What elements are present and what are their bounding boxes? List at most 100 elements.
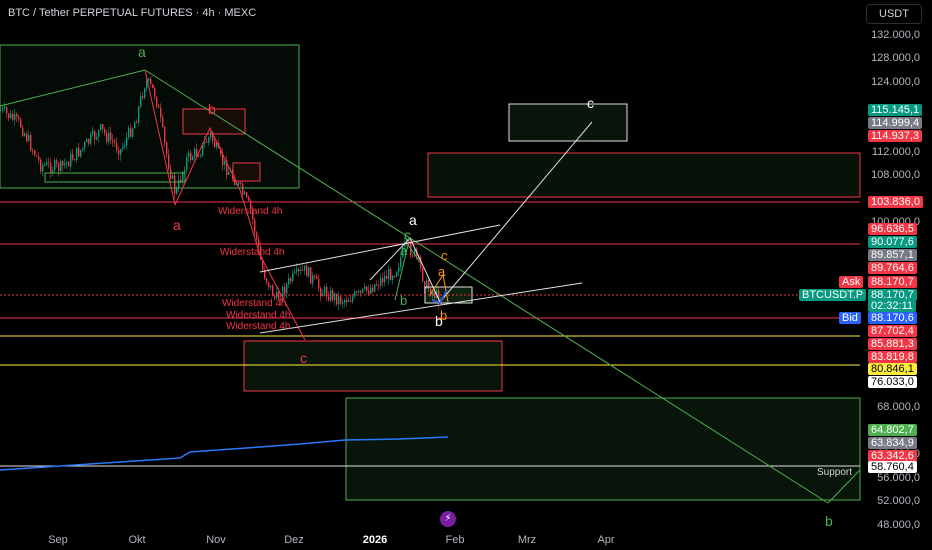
candle-body: [38, 156, 40, 160]
candle-body: [20, 119, 22, 128]
time-axis-tick: Okt: [128, 534, 145, 546]
candle-body: [4, 107, 6, 109]
candle-body: [72, 154, 74, 160]
candle-body: [312, 275, 314, 284]
candle-body: [64, 163, 66, 166]
currency-selector[interactable]: USDT: [866, 4, 922, 24]
candle-body: [82, 147, 84, 150]
candle-body: [308, 267, 310, 277]
price-axis-tick: 132.000,0: [871, 29, 920, 41]
candle-body: [122, 146, 124, 150]
price-tag-63834: 63.834,9: [868, 437, 917, 449]
candle-body: [178, 179, 180, 189]
candle-body: [202, 143, 204, 156]
candle-body: [48, 162, 50, 164]
lightning-icon[interactable]: ⚡: [440, 511, 456, 527]
candle-body: [368, 290, 370, 294]
countdown-tag: 02:32:11: [868, 300, 917, 312]
time-axis-tick: Sep: [48, 534, 68, 546]
candle-body: [318, 278, 320, 289]
price-axis-tick: 112.000,0: [872, 146, 920, 158]
candle-body: [346, 299, 348, 303]
candle-body: [396, 271, 398, 277]
time-axis-tick: Feb: [446, 534, 465, 546]
candle-body: [338, 296, 340, 305]
candle-body: [160, 107, 162, 118]
price-tag-63342: 63.342,6: [868, 450, 917, 462]
candle-body: [14, 114, 16, 120]
price-tag-85881: 85.881,3: [868, 338, 917, 350]
price-tag-last: 88.170,7: [868, 289, 917, 301]
label-wave-c-green: c: [404, 227, 411, 243]
candle-body: [304, 265, 306, 271]
candle-body: [376, 284, 378, 286]
time-axis-tick: Apr: [597, 534, 614, 546]
candle-body: [208, 137, 210, 143]
candle-body: [74, 159, 76, 161]
candle-body: [50, 162, 52, 174]
price-axis-tick: 128.000,0: [871, 52, 920, 64]
price-tag-ask: 88.170,7: [868, 276, 917, 288]
price-tag-89764: 89.764,6: [868, 262, 917, 274]
price-axis-tick: 56.000,0: [877, 472, 920, 484]
candle-body: [434, 292, 436, 298]
price-tag-103836: 103.836,0: [868, 196, 923, 208]
candle-body: [112, 139, 114, 142]
candle-body: [128, 127, 130, 138]
price-axis-tick: 108.000,0: [871, 169, 920, 181]
candle-body: [236, 184, 238, 186]
candle-body: [172, 175, 174, 179]
candle-body: [30, 135, 32, 151]
candle-body: [126, 137, 128, 146]
candle-body: [120, 149, 122, 155]
trendline-green-up: [827, 469, 861, 504]
candle-body: [250, 200, 252, 209]
candle-body: [10, 113, 12, 119]
candle-body: [296, 269, 298, 272]
candle-body: [40, 159, 42, 172]
candle-body: [314, 275, 316, 277]
candle-body: [6, 107, 8, 114]
candle-body: [404, 242, 406, 247]
candle-body: [132, 128, 134, 137]
candle-body: [266, 278, 268, 283]
candle-body: [224, 160, 226, 166]
candle-body: [190, 152, 192, 161]
candle-body: [90, 134, 92, 144]
candle-body: [326, 286, 328, 297]
candle-body: [254, 219, 256, 233]
zone-red-small: [232, 162, 261, 182]
candle-body: [282, 286, 284, 300]
candle-body: [42, 165, 44, 172]
candle-body: [248, 197, 250, 201]
candle-body: [358, 290, 360, 293]
label-wave-a-white: a: [409, 212, 417, 228]
candle-body: [238, 182, 240, 185]
label-wave-c-white-top: c: [587, 95, 594, 111]
candle-body: [394, 276, 396, 278]
candle-body: [388, 269, 390, 279]
price-tag-76033: 76.033,0: [868, 376, 917, 388]
candle-body: [12, 113, 14, 120]
candle-body: [138, 106, 140, 123]
candle-body: [260, 246, 262, 260]
candle-body: [44, 164, 46, 166]
candle-body: [106, 133, 108, 142]
projection-white: [439, 121, 593, 303]
price-tag-90077: 90.077,6: [868, 236, 917, 248]
candle-body: [344, 299, 346, 303]
price-axis-tick: 48.000,0: [877, 519, 920, 531]
candle-body: [8, 113, 10, 119]
trendline-green-left: [0, 69, 146, 107]
candle-body: [430, 289, 432, 296]
candle-body: [142, 96, 144, 98]
label-widerstand-2: Widerstand 4h: [220, 247, 285, 258]
time-axis-tick: Nov: [206, 534, 226, 546]
candle-body: [398, 267, 400, 272]
moving-average-line: [0, 436, 449, 471]
candle-body: [414, 248, 416, 256]
candle-body: [32, 150, 34, 152]
time-axis-tick: Dez: [284, 534, 304, 546]
